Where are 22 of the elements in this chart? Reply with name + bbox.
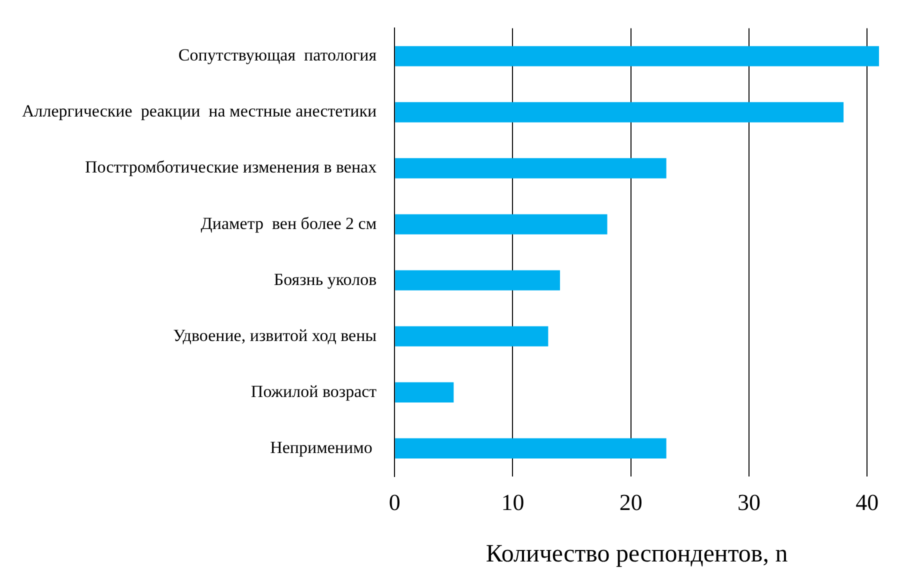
y-tick-label: Пожилой возраст	[250, 382, 378, 401]
x-tick-label: 10	[501, 490, 524, 516]
y-tick-label: Боязнь уколов	[274, 270, 377, 289]
x-tick-label: 40	[856, 490, 879, 516]
x-tick-label: 20	[619, 490, 642, 516]
y-tick-label: Посттромботические изменения в венах	[85, 158, 378, 177]
bar	[395, 326, 548, 346]
bar	[395, 214, 608, 234]
x-axis-title: Количество респондентов, n	[486, 540, 788, 568]
bar	[395, 382, 454, 402]
bar	[395, 102, 844, 122]
x-tick-label: 30	[738, 490, 761, 516]
bar	[395, 46, 879, 66]
y-tick-label: Удвоение, извитой ход вены	[173, 326, 378, 345]
x-tick-label: 0	[388, 490, 400, 516]
y-tick-label: Аллергические реакции на местные анестетики	[22, 102, 377, 121]
y-tick-label: Сопутствующая патология	[178, 46, 377, 65]
y-tick-label: Неприменимо	[270, 438, 377, 457]
bar	[395, 158, 666, 178]
y-tick-label: Диаметр вен более 2 см	[200, 214, 377, 233]
bar	[395, 438, 666, 458]
bar	[395, 270, 560, 290]
